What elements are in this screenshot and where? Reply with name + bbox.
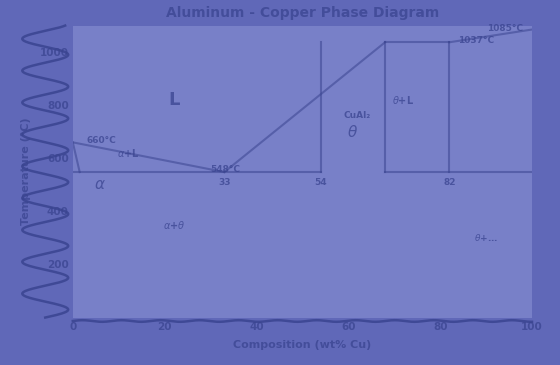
Text: 1037°C: 1037°C <box>459 36 494 46</box>
Text: CuAl₂: CuAl₂ <box>344 111 371 120</box>
Text: $\theta$: $\theta$ <box>347 124 358 140</box>
Text: 82: 82 <box>443 178 456 187</box>
Text: 660°C: 660°C <box>87 136 116 145</box>
X-axis label: Composition (wt% Cu): Composition (wt% Cu) <box>234 340 371 350</box>
Y-axis label: Temperature (°C): Temperature (°C) <box>21 118 31 225</box>
Text: $\theta$+...: $\theta$+... <box>474 233 498 243</box>
Text: $\alpha$+$\theta$: $\alpha$+$\theta$ <box>162 219 185 231</box>
Text: $\theta$+L: $\theta$+L <box>393 94 414 106</box>
Text: L: L <box>168 91 180 109</box>
Text: 33: 33 <box>218 178 231 187</box>
Text: $\alpha$: $\alpha$ <box>95 177 106 192</box>
Text: 1085°C: 1085°C <box>487 24 523 33</box>
Text: 548°C: 548°C <box>211 165 241 174</box>
Text: $\alpha$+L: $\alpha$+L <box>116 147 139 159</box>
Text: 54: 54 <box>315 178 327 187</box>
Title: Aluminum - Copper Phase Diagram: Aluminum - Copper Phase Diagram <box>166 6 439 20</box>
